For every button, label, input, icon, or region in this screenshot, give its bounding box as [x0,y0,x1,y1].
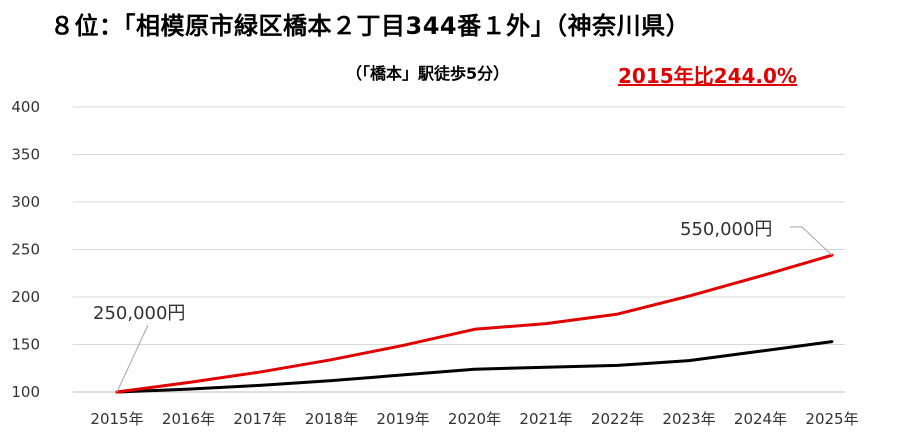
x-tick-label: 2015年 [90,410,143,428]
chart-subtitle: （「橋本」駅徒歩5分） [346,64,510,83]
annotation-leader [790,226,833,256]
annotation-leader [116,324,149,393]
y-tick-label: 300 [11,193,40,211]
x-tick-label: 2019年 [376,410,429,428]
y-tick-label: 200 [11,288,40,306]
annotation-label: 250,000円 [93,303,185,324]
series-line [115,340,834,394]
y-tick-label: 400 [11,98,40,116]
x-tick-label: 2022年 [591,410,644,428]
growth-ratio-label: 2015年比244.0% [618,64,797,88]
annotation-label: 550,000円 [680,219,772,240]
x-tick-label: 2021年 [519,410,572,428]
series-line [115,253,834,394]
page-title: ８位：「相模原市緑区橋本２丁目344番１外」（神奈川県） [50,12,691,40]
x-tick-label: 2017年 [233,410,286,428]
x-tick-label: 2020年 [448,410,501,428]
x-tick-label: 2016年 [162,410,215,428]
y-tick-label: 100 [11,383,40,401]
x-tick-label: 2018年 [305,410,358,428]
y-tick-label: 250 [11,241,40,259]
x-tick-label: 2024年 [734,410,787,428]
y-tick-label: 350 [11,146,40,164]
x-tick-label: 2025年 [805,410,858,428]
y-tick-label: 150 [11,336,40,354]
x-tick-label: 2023年 [662,410,715,428]
